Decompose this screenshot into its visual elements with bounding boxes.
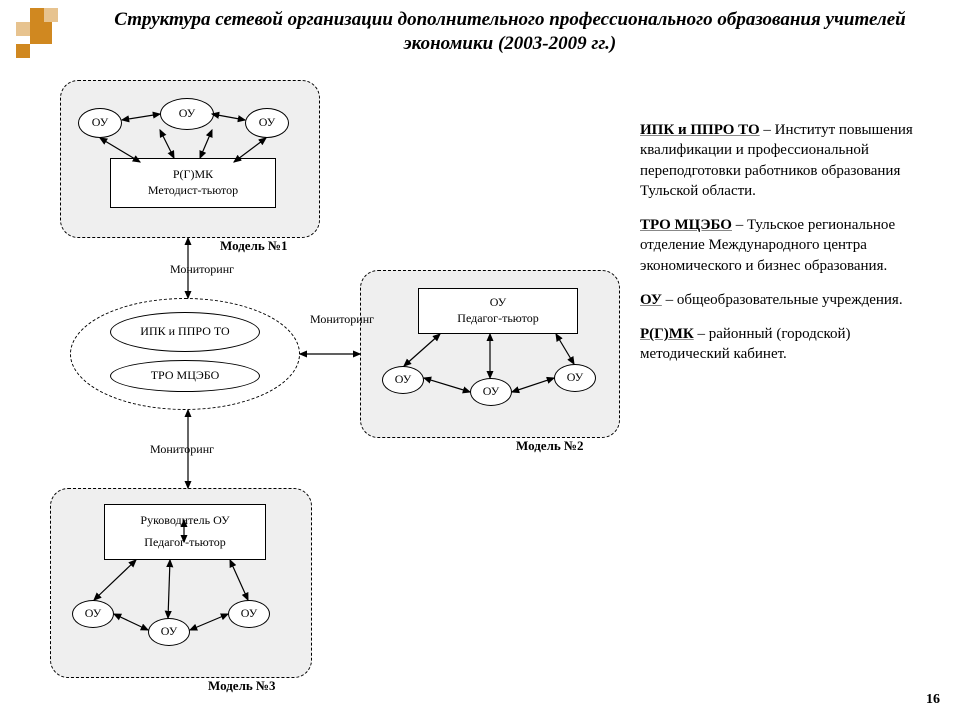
hub-node-1: ТРО МЦЭБО <box>110 360 260 392</box>
m1-ou-1: ОУ <box>160 98 214 130</box>
m3-ou-2: ОУ <box>228 600 270 628</box>
legend: ИПК и ППРО ТО – Институт повышения квали… <box>640 120 942 379</box>
slide-logo <box>16 8 66 58</box>
page-title: Структура сетевой организации дополнител… <box>72 8 948 56</box>
m2-label: Модель №2 <box>516 438 584 454</box>
m2-ou-2: ОУ <box>554 364 596 392</box>
m2-ou-1: ОУ <box>470 378 512 406</box>
legend-item-0: ИПК и ППРО ТО – Институт повышения квали… <box>640 120 942 201</box>
m3-ou-0: ОУ <box>72 600 114 628</box>
m1-ou-2: ОУ <box>245 108 289 138</box>
m3-label: Модель №3 <box>208 678 276 694</box>
legend-item-3: Р(Г)МК – районный (городской) методическ… <box>640 324 942 365</box>
m1-ou-0: ОУ <box>78 108 122 138</box>
m2-center-box: ОУПедагог-тьютор <box>418 288 578 334</box>
m2-ou-0: ОУ <box>382 366 424 394</box>
diagram-canvas: ИПК и ППРО ТО ТРО МЦЭБО ОУ ОУ ОУ Р(Г)МКМетоди… <box>20 80 620 710</box>
legend-item-1: ТРО МЦЭБО – Тульское региональное отделе… <box>640 215 942 276</box>
monitoring-label-1: Мониторинг <box>310 312 374 327</box>
monitoring-label-0: Мониторинг <box>170 262 234 277</box>
hub-node-0: ИПК и ППРО ТО <box>110 312 260 352</box>
m1-center-box: Р(Г)МКМетодист-тьютор <box>110 158 276 208</box>
monitoring-label-2: Мониторинг <box>150 442 214 457</box>
legend-item-2: ОУ – общеобразовательные учреждения. <box>640 290 942 310</box>
m1-label: Модель №1 <box>220 238 288 254</box>
page-number: 16 <box>926 692 940 708</box>
m3-center-box: Руководитель ОУПедагог-тьютор <box>104 504 266 560</box>
m3-ou-1: ОУ <box>148 618 190 646</box>
